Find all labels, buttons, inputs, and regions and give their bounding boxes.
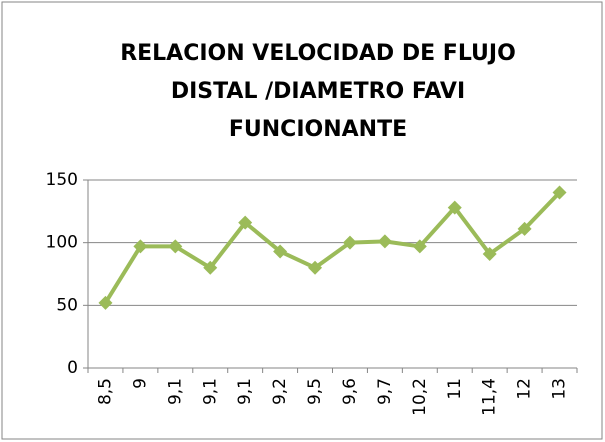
chart-title: FUNCIONANTE xyxy=(229,117,407,142)
y-tick-label: 150 xyxy=(46,170,78,190)
point-marker xyxy=(203,260,218,275)
x-tick-label: 11,4 xyxy=(480,378,500,416)
x-tick-label: 9,7 xyxy=(375,378,395,405)
x-tick-label: 9,1 xyxy=(165,378,185,405)
point-marker xyxy=(482,246,497,261)
y-tick-label: 50 xyxy=(56,295,78,315)
x-tick-label: 11 xyxy=(445,378,465,400)
point-marker xyxy=(517,221,532,236)
point-marker xyxy=(552,185,567,200)
x-tick-label: 9,2 xyxy=(270,378,290,405)
chart-title: RELACION VELOCIDAD DE FLUJO xyxy=(120,41,516,66)
y-tick-label: 0 xyxy=(67,358,78,378)
x-tick-label: 8,5 xyxy=(95,378,115,405)
x-tick-label: 9,6 xyxy=(340,378,360,405)
x-tick-label: 9,1 xyxy=(200,378,220,405)
x-tick-label: 10,2 xyxy=(410,378,430,416)
y-tick-label: 100 xyxy=(46,233,78,253)
line-series xyxy=(103,191,561,304)
point-marker xyxy=(342,235,357,250)
x-tick-label: 9 xyxy=(130,378,150,389)
point-marker xyxy=(447,200,462,215)
point-marker xyxy=(273,244,288,259)
chart-title: DISTAL /DIAMETRO FAVI xyxy=(171,79,465,104)
point-marker xyxy=(168,239,183,254)
point-marker xyxy=(98,295,113,310)
x-tick-label: 12 xyxy=(515,378,535,400)
x-tick-label: 9,1 xyxy=(235,378,255,405)
point-marker xyxy=(412,239,427,254)
point-marker xyxy=(238,215,253,230)
point-marker xyxy=(377,234,392,249)
x-tick-label: 9,5 xyxy=(305,378,325,405)
x-tick-label: 13 xyxy=(550,378,570,400)
point-marker xyxy=(133,239,148,254)
point-marker xyxy=(308,260,323,275)
